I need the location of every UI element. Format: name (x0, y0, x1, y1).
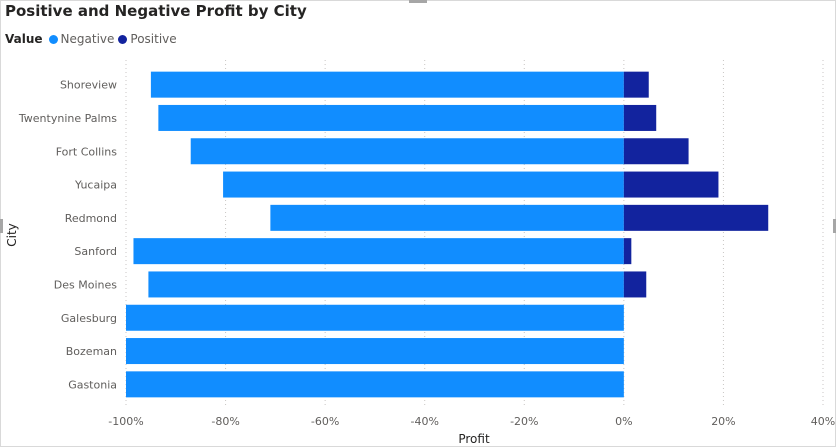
x-tick-label: -40% (411, 415, 439, 428)
legend-swatch-negative (48, 34, 58, 44)
bar-negative[interactable] (150, 71, 624, 98)
x-tick-label: 0% (615, 415, 632, 428)
legend-swatch-positive (118, 34, 128, 44)
bar-positive[interactable] (623, 138, 689, 165)
legend-title: Value (5, 32, 43, 46)
category-label: Gastonia (68, 378, 117, 391)
bar-negative[interactable] (158, 104, 624, 131)
bar-negative[interactable] (133, 238, 624, 265)
legend-label-positive: Positive (130, 32, 177, 46)
y-axis-title: City (5, 223, 19, 247)
x-tick-label: -80% (211, 415, 239, 428)
x-tick-label: -60% (311, 415, 339, 428)
bar-negative[interactable] (270, 204, 624, 231)
bar-negative[interactable] (126, 338, 624, 365)
legend-label-negative: Negative (60, 32, 115, 46)
category-label: Redmond (65, 212, 117, 225)
bar-positive[interactable] (623, 271, 647, 298)
legend-item-positive[interactable]: Positive (118, 32, 177, 46)
bar-positive[interactable] (623, 71, 649, 98)
category-label: Shoreview (60, 79, 117, 92)
category-label: Galesburg (61, 312, 117, 325)
category-label: Fort Collins (56, 145, 118, 158)
legend-item-negative[interactable]: Negative (48, 32, 115, 46)
x-tick-label: -100% (108, 415, 143, 428)
x-tick-labels: -100% -80% -60% -40% -20% 0% 20% 40% (108, 415, 835, 428)
bar-negative[interactable] (126, 371, 624, 398)
chart-title: Positive and Negative Profit by City (5, 2, 307, 20)
bar-positive[interactable] (623, 204, 769, 231)
category-label: Sanford (74, 245, 117, 258)
category-label: Bozeman (66, 345, 117, 358)
x-tick-label: 40% (811, 415, 835, 428)
bars (126, 71, 769, 398)
resize-handle-left[interactable] (0, 219, 3, 233)
x-tick-label: -20% (510, 415, 538, 428)
resize-handle-top[interactable] (409, 0, 427, 3)
bar-negative[interactable] (126, 304, 624, 331)
bar-positive[interactable] (623, 238, 632, 265)
x-axis-title: Profit (458, 432, 490, 446)
bar-negative[interactable] (190, 138, 624, 165)
category-label: Yucaipa (74, 179, 117, 192)
bar-positive[interactable] (623, 171, 719, 198)
category-label: Twentynine Palms (18, 112, 117, 125)
bar-negative[interactable] (223, 171, 624, 198)
category-label: Des Moines (54, 278, 117, 291)
bar-positive[interactable] (623, 104, 657, 131)
category-labels: Shoreview Twentynine Palms Fort Collins Yuc… (18, 79, 117, 392)
bar-negative[interactable] (148, 271, 624, 298)
gridlines (125, 60, 824, 405)
chart-legend: Value Negative Positive (5, 32, 181, 46)
resize-handle-right[interactable] (833, 219, 836, 233)
x-tick-label: 20% (711, 415, 735, 428)
